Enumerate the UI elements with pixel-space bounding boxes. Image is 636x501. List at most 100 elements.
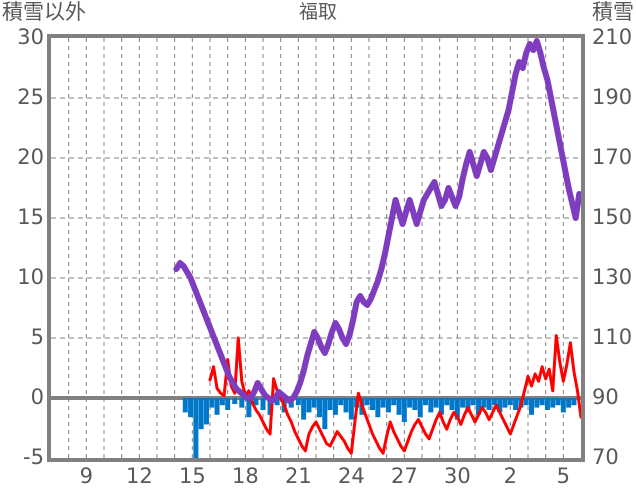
precip-bar [246, 398, 252, 418]
left-axis-tick: 0 [30, 385, 44, 409]
precip-bar [380, 398, 386, 408]
precip-bar [338, 398, 344, 406]
precip-bar [423, 398, 429, 406]
precip-bar [332, 398, 338, 415]
precip-bar [375, 398, 381, 418]
precip-bar [295, 398, 301, 406]
precip-bar [513, 398, 519, 410]
precip-bar [239, 398, 245, 408]
gridlines [51, 38, 581, 458]
precip-bar [225, 398, 231, 410]
precip-bar [560, 398, 566, 413]
precip-bar [209, 398, 215, 408]
precip-bar [491, 398, 497, 406]
precip-bar [214, 398, 220, 415]
data-series-layer [173, 38, 581, 458]
right-axis-tick: 70 [592, 445, 619, 469]
precip-bar [412, 398, 418, 410]
precip-bar [260, 398, 266, 410]
right-axis-tick: 130 [592, 265, 633, 289]
right-axis-tick: 190 [592, 85, 633, 109]
precip-bar [274, 398, 280, 406]
precip-bar [507, 398, 513, 406]
precip-bar [407, 398, 413, 408]
precip-bar [253, 398, 259, 406]
precip-bar [267, 398, 273, 415]
data-line [208, 334, 581, 455]
x-axis-tick: 27 [390, 464, 418, 488]
left-axis-title: 積雪以外 [2, 0, 86, 24]
data-line [173, 38, 581, 404]
x-axis-tick: 15 [178, 464, 206, 488]
precip-bar [544, 398, 550, 410]
precip-bar [401, 398, 407, 422]
precip-bar [232, 398, 238, 404]
precip-bar [219, 398, 225, 406]
left-axis-tick: 5 [30, 325, 44, 349]
precip-bar [529, 398, 535, 415]
precip-bar [343, 398, 349, 413]
left-axis-tick: 10 [17, 265, 44, 289]
precip-bar [497, 398, 503, 413]
precip-bar [460, 398, 466, 408]
precip-bar [444, 398, 450, 406]
precip-bar [502, 398, 508, 408]
precip-bar [198, 398, 204, 430]
precip-bar [317, 398, 323, 418]
x-axis-tick: 18 [231, 464, 259, 488]
precip-bar [571, 398, 577, 406]
plot-area [47, 34, 585, 462]
precip-bar [566, 398, 572, 408]
page-title: 福取 [298, 1, 337, 23]
left-axis-tick: 20 [17, 145, 44, 169]
precip-bar [555, 398, 561, 406]
right-axis-tick: 90 [592, 385, 619, 409]
precip-bar [364, 398, 370, 406]
precip-bar [327, 398, 333, 410]
precip-bar [523, 398, 529, 406]
precip-bar [188, 398, 194, 418]
right-axis-tick: 150 [592, 205, 633, 229]
right-axis-tick: 110 [592, 325, 633, 349]
precip-bar [539, 398, 545, 406]
left-axis-tick: -5 [23, 445, 44, 469]
precip-bar [438, 398, 444, 415]
precip-bar [182, 398, 188, 413]
precip-bar [301, 398, 307, 420]
x-axis-tick: 2 [503, 464, 518, 488]
x-axis-tick: 24 [337, 464, 365, 488]
left-axis-tick: 30 [17, 25, 44, 49]
x-axis-tick: 12 [125, 464, 153, 488]
precip-bar [534, 398, 540, 408]
left-axis-tick: 25 [17, 85, 44, 109]
precip-bar [193, 398, 199, 458]
precip-bar [428, 398, 434, 413]
plot-inner [51, 38, 581, 458]
precip-bar [203, 398, 209, 425]
precip-bar [481, 398, 487, 408]
precip-bar [417, 398, 423, 418]
precip-bar [465, 398, 471, 413]
left-axis-tick: 15 [17, 205, 44, 229]
precip-bar [322, 398, 328, 430]
x-axis-tick: 9 [79, 464, 94, 488]
precip-bar [385, 398, 391, 413]
precip-bar [391, 398, 397, 406]
precip-bar [396, 398, 402, 415]
precip-bar [550, 398, 556, 408]
x-axis-tick: 21 [284, 464, 312, 488]
right-axis-title: 積雪 [592, 0, 634, 24]
precip-bar [486, 398, 492, 410]
precip-bar [470, 398, 476, 406]
precip-bar [370, 398, 376, 410]
x-axis-tick: 30 [443, 464, 471, 488]
x-axis-tick: 5 [556, 464, 571, 488]
precip-bar [311, 398, 317, 408]
precip-bar [476, 398, 482, 415]
precip-bar [348, 398, 354, 420]
precip-bar [306, 398, 312, 413]
precip-bar [454, 398, 460, 420]
precip-bar [449, 398, 455, 410]
precip-bar [433, 398, 439, 408]
